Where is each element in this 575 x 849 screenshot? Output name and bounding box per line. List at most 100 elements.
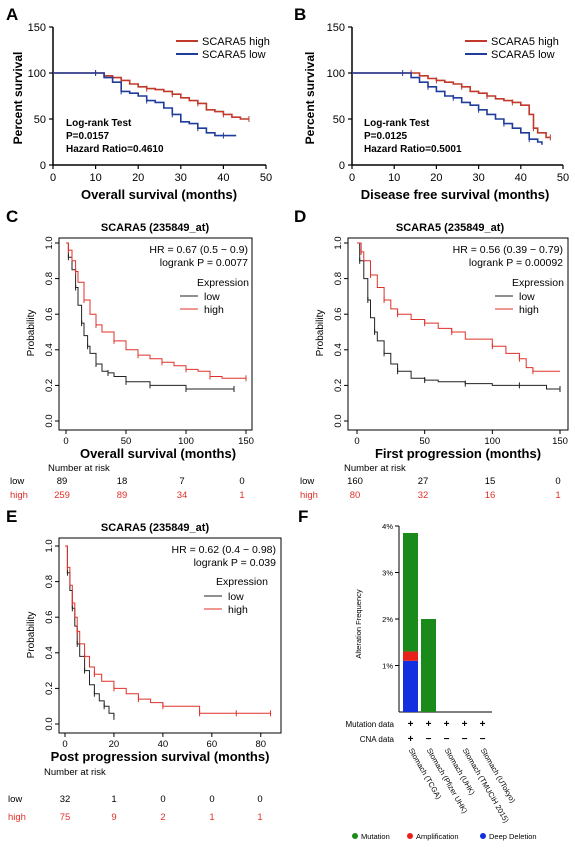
x-tick-label: 0 <box>63 436 68 447</box>
y-tick-label: 0.2 <box>44 379 55 392</box>
panel-a-stat-test: Log-rank Test <box>66 118 132 129</box>
mutation-data-plus: + <box>408 719 414 730</box>
panel-e-title: SCARA5 (235849_at) <box>101 522 210 534</box>
y-tick-label: 0.8 <box>333 272 344 285</box>
risk-high-count: 34 <box>177 490 188 501</box>
y-tick-label: 0.0 <box>333 414 344 427</box>
risk-low-count: 0 <box>257 794 262 805</box>
y-tick-label: 1.0 <box>44 539 55 552</box>
y-tick-label: 50 <box>333 114 345 126</box>
panel-a-stat-hr: Hazard Ratio=0.4610 <box>66 144 164 155</box>
mutation-data-plus: + <box>480 719 486 730</box>
panel-b-stat-hr: Hazard Ratio=0.5001 <box>364 144 462 155</box>
y-tick-label: 1.0 <box>44 236 55 249</box>
survival-line-scara5-low <box>53 72 237 137</box>
panel-f-ylabel: Alteration Frequency <box>354 589 363 658</box>
km-line-low <box>65 545 115 717</box>
x-tick-label: 50 <box>260 172 272 184</box>
y-tick-label: 4% <box>382 522 393 531</box>
cna-data-minus: − <box>426 734 432 745</box>
mutation-data-plus: + <box>444 719 450 730</box>
x-tick-label: 50 <box>557 172 569 184</box>
panel-a-xlabel: Overall survival (months) <box>81 187 237 202</box>
y-tick-label: 0.6 <box>333 308 344 321</box>
cna-data-minus: − <box>462 734 468 745</box>
panel-d-frame <box>347 237 569 431</box>
y-tick-label: 0.0 <box>44 717 55 730</box>
x-tick-label: 80 <box>255 739 266 750</box>
legend-dot-deep-deletion <box>480 833 486 839</box>
x-tick-label: 30 <box>175 172 187 184</box>
risk-high-count: 80 <box>350 490 361 501</box>
panel-e-legend-high: high <box>228 604 248 616</box>
risk-low-count: 0 <box>160 794 165 805</box>
risk-low-count: 27 <box>418 476 429 487</box>
legend-label-amplification: Amplification <box>416 832 459 841</box>
panel-letter-d: D <box>294 207 306 226</box>
panel-c-legend-title: Expression <box>197 277 249 289</box>
x-tick-label: 20 <box>109 739 120 750</box>
survival-line-scara5-high <box>53 72 249 120</box>
panel-c-ylabel: Probability <box>26 310 37 357</box>
risk-low-count: 160 <box>347 476 363 487</box>
x-tick-label: 10 <box>388 172 400 184</box>
y-tick-label: 3% <box>382 569 393 578</box>
y-tick-label: 100 <box>28 68 46 80</box>
bar-segment-mutation <box>403 532 418 652</box>
panel-d-hr: HR = 0.56 (0.39 − 0.79) <box>453 244 563 256</box>
panel-c-hr: HR = 0.67 (0.5 − 0.9) <box>149 244 248 256</box>
cna-data-minus: − <box>480 734 486 745</box>
y-tick-label: 0.4 <box>44 646 55 659</box>
panel-e-xlabel: Post progression survival (months) <box>51 749 270 764</box>
panel-d-ylabel: Probability <box>315 310 326 357</box>
risk-low-count: 0 <box>239 476 244 487</box>
risk-high-count: 1 <box>257 812 262 823</box>
panel-b-legend-high: SCARA5 high <box>491 36 559 48</box>
panel-d: SCARA5 (235849_at) Probability First pro… <box>300 222 569 501</box>
risk-low-count: 0 <box>209 794 214 805</box>
y-tick-label: 0.0 <box>44 414 55 427</box>
risk-high-count: 89 <box>117 490 128 501</box>
y-tick-label: 150 <box>327 22 345 34</box>
risk-high-count: 32 <box>418 490 429 501</box>
x-tick-label: 0 <box>354 436 359 447</box>
panel-c: SCARA5 (235849_at) Probability Overall s… <box>10 222 254 501</box>
panel-c-legend-low: low <box>204 291 220 303</box>
risk-high-count: 9 <box>111 812 116 823</box>
risk-high-count: 75 <box>60 812 71 823</box>
panel-b-xlabel: Disease free survival (months) <box>361 187 550 202</box>
x-tick-label: 10 <box>89 172 101 184</box>
panel-d-legend-title: Expression <box>512 277 564 289</box>
risk-low-count: 1 <box>111 794 116 805</box>
y-tick-label: 50 <box>34 114 46 126</box>
panel-d-xlabel: First progression (months) <box>375 446 541 461</box>
panel-f-row-cna-label: CNA data <box>360 735 395 744</box>
risk-low-count: 18 <box>117 476 128 487</box>
panel-letter-f: F <box>298 507 308 526</box>
panel-e-risk-low-label: low <box>8 794 22 805</box>
panel-e: SCARA5 (235849_at) Probability Post prog… <box>8 522 282 823</box>
risk-high-count: 16 <box>485 490 496 501</box>
risk-high-count: 1 <box>209 812 214 823</box>
panel-b-stat-p: P=0.0125 <box>364 131 408 142</box>
x-tick-label: 0 <box>349 172 355 184</box>
panel-c-title: SCARA5 (235849_at) <box>101 222 210 234</box>
risk-high-count: 1 <box>555 490 560 501</box>
legend-label-mutation: Mutation <box>361 832 390 841</box>
panel-a-legend-low: SCARA5 low <box>202 49 266 61</box>
panel-f-row-mutation-label: Mutation data <box>346 720 395 729</box>
panel-f: Alteration Frequency 1% 2% 3% 4% Mutation d… <box>346 522 537 841</box>
panel-e-risk-high-label: high <box>8 812 26 823</box>
panel-e-legend-low: low <box>228 591 244 603</box>
risk-low-count: 0 <box>555 476 560 487</box>
risk-low-count: 7 <box>179 476 184 487</box>
y-tick-label: 0.2 <box>44 682 55 695</box>
x-tick-label: 60 <box>207 739 218 750</box>
bar-segment-mutation <box>421 619 436 712</box>
x-tick-label: 20 <box>430 172 442 184</box>
legend-label-deep-deletion: Deep Deletion <box>489 832 537 841</box>
x-tick-label: 20 <box>132 172 144 184</box>
panel-e-frame <box>58 537 282 734</box>
mutation-data-plus: + <box>426 719 432 730</box>
y-tick-label: 0.6 <box>44 308 55 321</box>
